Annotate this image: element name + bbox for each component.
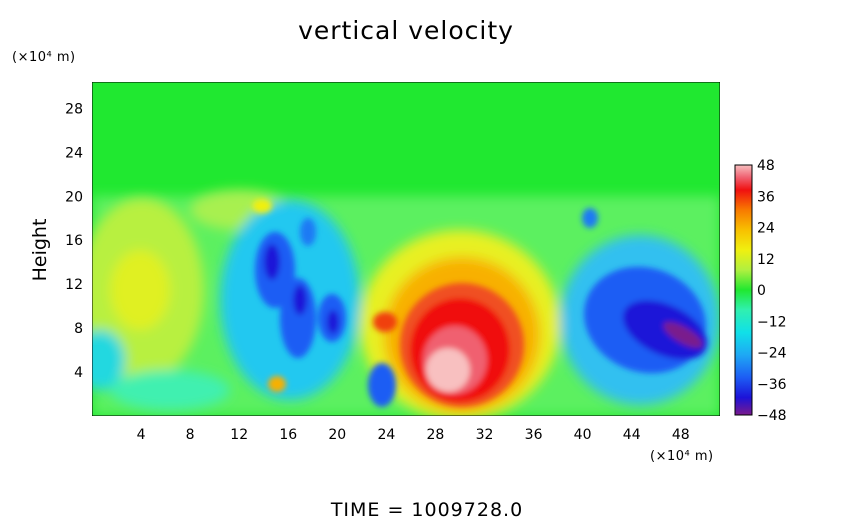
updraft-small-upper <box>252 199 272 213</box>
heatmap-field <box>92 82 720 416</box>
x-tick-label: 40 <box>574 427 592 443</box>
downdraft-lower-blue <box>368 363 396 407</box>
x-tick-label: 8 <box>186 427 195 443</box>
y-tick-label: 12 <box>65 277 83 293</box>
updraft-secondary-west <box>373 312 397 332</box>
colorbar-gradient <box>734 164 753 416</box>
y-tick-label: 4 <box>74 365 83 381</box>
colorbar-tick-label: 36 <box>757 189 775 205</box>
colorbar-tick-labels: 48 36 24 12 0 −12 −24 −36 −48 <box>757 158 787 424</box>
y-tick-label: 24 <box>65 145 83 161</box>
x-tick-label: 20 <box>328 427 346 443</box>
downdraft-east-purple <box>663 322 703 348</box>
downdraft-west-dark-3 <box>327 310 339 334</box>
downdraft-west-dark-1 <box>264 244 280 280</box>
colorbar-tick-label: 0 <box>757 283 766 299</box>
x-tick-label: 48 <box>672 427 690 443</box>
downdraft-east-spot <box>582 208 598 228</box>
x-tick-label: 32 <box>476 427 494 443</box>
x-tick-label: 44 <box>623 427 641 443</box>
colorbar-tick-label: 12 <box>757 252 775 268</box>
y-tick-labels: 4 8 12 16 20 24 28 <box>65 101 83 381</box>
downdraft-west-blue-2 <box>280 278 316 358</box>
y-tick-label: 16 <box>65 233 83 249</box>
y-unit-label: (×10⁴ m) <box>12 50 76 65</box>
x-tick-label: 24 <box>377 427 395 443</box>
cyan-region-west <box>92 330 125 390</box>
colorbar-tick-label: −36 <box>757 377 787 393</box>
colorbar-tick-label: −48 <box>757 408 787 424</box>
x-unit-label: (×10⁴ m) <box>650 449 714 464</box>
updraft-max-core <box>426 348 470 392</box>
colorbar-tick-label: −12 <box>757 314 787 330</box>
colorbar-tick-label: −24 <box>757 346 787 362</box>
colorbar-tick-label: 48 <box>757 158 775 174</box>
downdraft-upper-spot <box>300 218 316 246</box>
y-axis-label: Height <box>29 219 51 282</box>
y-tick-label: 8 <box>74 321 83 337</box>
x-tick-label: 4 <box>137 427 146 443</box>
x-tick-label: 28 <box>426 427 444 443</box>
downdraft-west-dark-2 <box>293 285 307 315</box>
updraft-small-lower <box>268 376 286 392</box>
colorbar: 48 36 24 12 0 −12 −24 −36 −48 <box>734 158 787 424</box>
x-tick-label: 12 <box>230 427 248 443</box>
x-tick-label: 16 <box>279 427 297 443</box>
x-tick-labels: 4 8 12 16 20 24 28 32 36 40 44 48 <box>137 427 690 443</box>
time-label: TIME = 1009728.0 <box>330 499 523 519</box>
chart-title: vertical velocity <box>298 16 514 45</box>
cyan-region-lower <box>110 370 230 410</box>
x-tick-label: 36 <box>525 427 543 443</box>
y-tick-label: 28 <box>65 101 83 117</box>
colorbar-tick-label: 24 <box>757 221 775 237</box>
y-tick-label: 20 <box>65 189 83 205</box>
weak-updraft-west-core <box>110 250 170 330</box>
